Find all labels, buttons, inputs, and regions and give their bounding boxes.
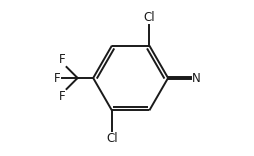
Text: F: F bbox=[54, 71, 60, 85]
Text: F: F bbox=[59, 53, 66, 66]
Text: N: N bbox=[192, 71, 200, 85]
Text: Cl: Cl bbox=[106, 132, 117, 145]
Text: Cl: Cl bbox=[143, 11, 154, 24]
Text: F: F bbox=[59, 90, 66, 103]
